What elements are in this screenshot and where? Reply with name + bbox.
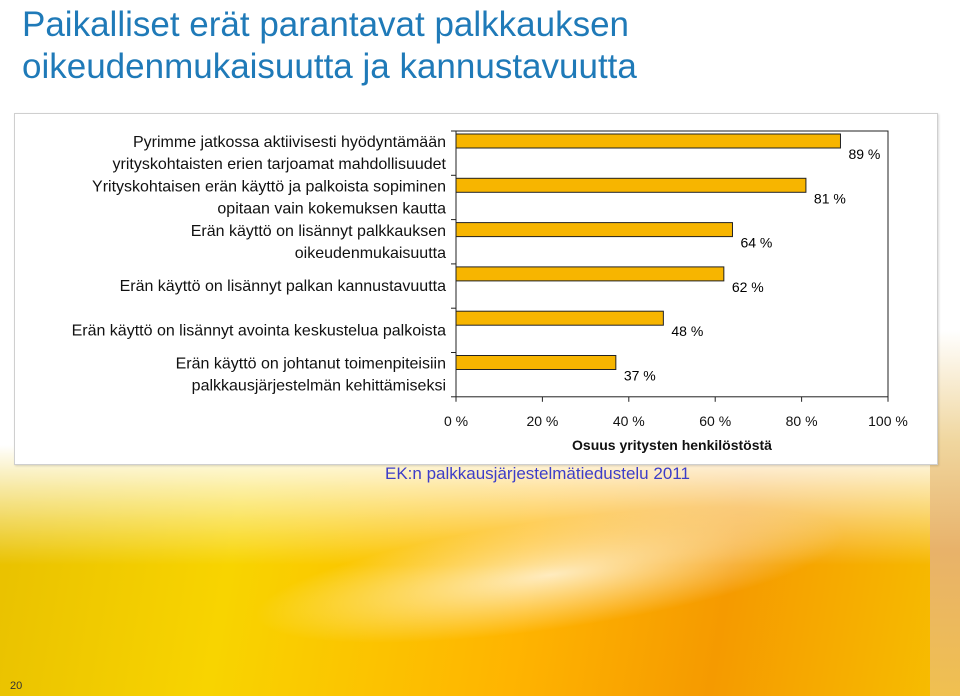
bar: [455, 222, 733, 238]
slide-title: Paikalliset erät parantavat palkkauksen …: [22, 4, 637, 88]
bar: [455, 133, 841, 149]
category-label: Erän käyttö on lisännyt palkan kannustav…: [120, 278, 447, 295]
x-tick-label: 100 %: [868, 413, 908, 429]
bar: [455, 266, 725, 282]
data-label: 89 %: [848, 146, 880, 162]
category-label: Pyrimme jatkossa aktiivisesti hyödyntämä…: [133, 134, 446, 151]
page-number: 20: [10, 680, 23, 692]
bar: [455, 310, 664, 326]
x-tick-label: 80 %: [786, 413, 818, 429]
data-label: 37 %: [624, 368, 656, 384]
category-label: Erän käyttö on lisännyt palkkauksen: [191, 223, 446, 240]
x-tick-label: 0 %: [444, 413, 468, 429]
source-note: EK:n palkkausjärjestelmätiedustelu 2011: [385, 464, 690, 483]
title-line-1: Paikalliset erät parantavat palkkauksen: [22, 5, 630, 44]
bar: [455, 355, 617, 370]
category-label: opitaan vain kokemuksen kautta: [217, 200, 446, 217]
data-label: 81 %: [814, 190, 846, 206]
category-label: Erän käyttö on johtanut toimenpiteisiin: [176, 356, 446, 373]
category-label: Yrityskohtaisen erän käyttö ja palkoista…: [92, 178, 446, 195]
data-label: 48 %: [671, 323, 703, 339]
bar: [455, 177, 807, 193]
x-tick-label: 60 %: [699, 413, 731, 429]
bar-chart: 89 % Pyrimme jatkossa aktiivisesti hyödyn…: [72, 130, 908, 453]
x-tick-label: 40 %: [613, 413, 645, 429]
x-tick-label: 20 %: [526, 413, 558, 429]
title-line-2: oikeudenmukaisuutta ja kannustavuutta: [22, 47, 637, 86]
category-label: palkkausjärjestelmän kehittämiseksi: [192, 378, 446, 395]
category-label: oikeudenmukaisuutta: [295, 245, 446, 262]
data-label: 62 %: [732, 279, 764, 295]
category-label: yrityskohtaisten erien tarjoamat mahdoll…: [113, 156, 447, 173]
category-label: Erän käyttö on lisännyt avointa keskuste…: [72, 322, 447, 339]
data-label: 64 %: [740, 235, 772, 251]
chart-container: 89 % Pyrimme jatkossa aktiivisesti hyödyn…: [14, 113, 938, 465]
x-axis-label: Osuus yritysten henkilöstöstä: [572, 437, 772, 453]
